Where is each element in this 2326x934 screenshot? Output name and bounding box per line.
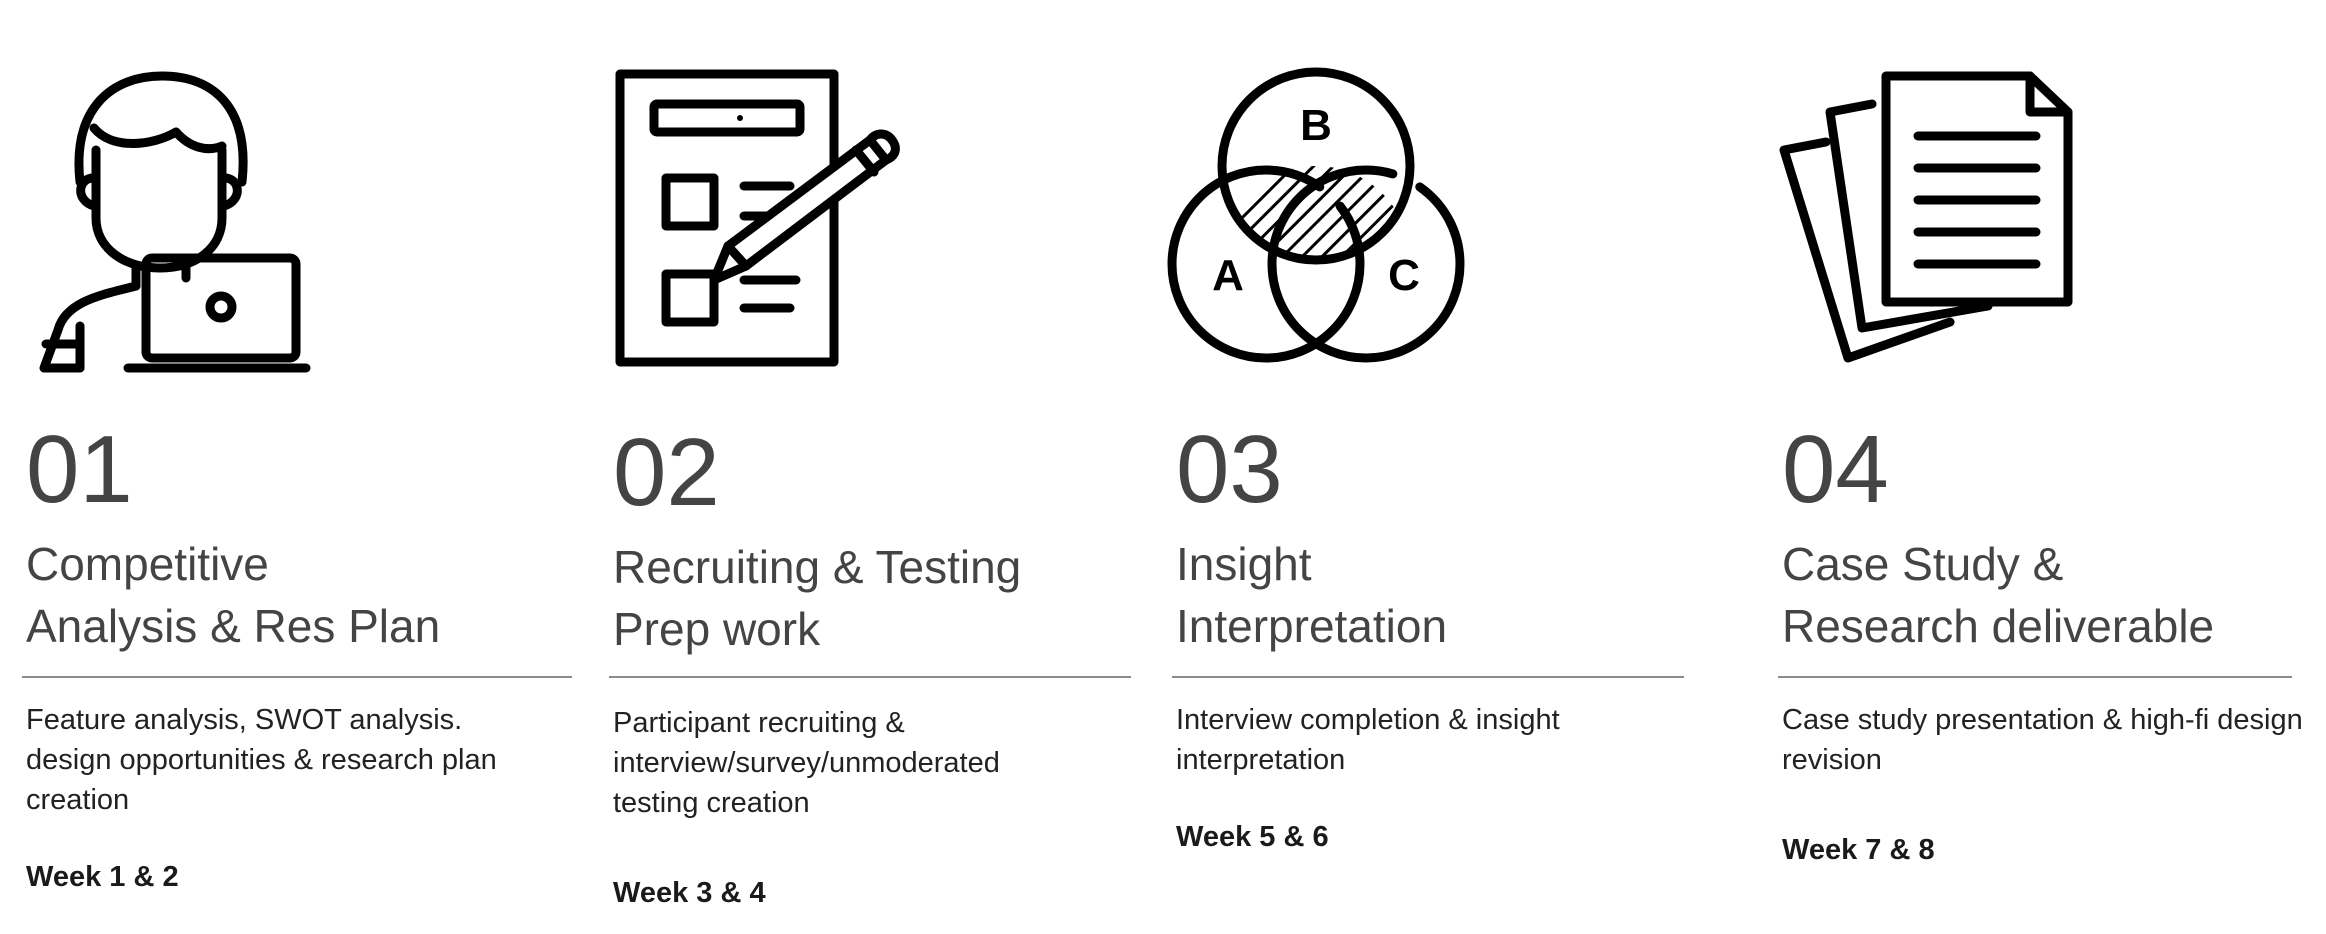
step-description-line: interview/survey/unmoderated [613,747,1000,779]
researcher-laptop-icon [36,68,316,378]
step-title-line: Research deliverable [1782,600,2215,652]
step-number: 01 [26,416,133,523]
venn-label-c: C [1388,251,1420,300]
step-title: Recruiting & Testing Prep work [613,536,1021,660]
step-week: Week 3 & 4 [613,877,766,909]
step-title-line: Insight [1176,538,1312,590]
divider [22,676,572,678]
step-description: Interview completion & insight interpret… [1176,700,1560,780]
step-week: Week 7 & 8 [1782,834,1935,866]
venn-label-a: A [1212,251,1244,300]
divider [1778,676,2292,678]
divider [609,676,1131,678]
step-title-line: Analysis & Res Plan [26,600,441,652]
step-title-line: Prep work [613,603,821,655]
checklist-pencil-icon [614,68,904,368]
step-title: Insight Interpretation [1176,533,1447,657]
step-week: Week 5 & 6 [1176,821,1329,853]
step-title-line: Interpretation [1176,600,1448,652]
documents-stack-icon [1778,70,2078,370]
step-description-line: revision [1782,744,1882,776]
step-number: 03 [1176,416,1283,523]
venn-label-b: B [1300,101,1332,150]
venn-diagram-icon: B A C [1167,67,1470,370]
step-description-line: design opportunities & research plan [26,744,497,776]
step-title-line: Case Study & [1782,538,2064,590]
step-title: Case Study & Research deliverable [1782,533,2214,657]
step-number: 04 [1782,416,1889,523]
step-description-line: Interview completion & insight [1176,704,1560,736]
step-number: 02 [613,419,720,526]
step-description: Feature analysis, SWOT analysis. design … [26,700,497,820]
step-description-line: creation [26,784,130,816]
step-title: Competitive Analysis & Res Plan [26,533,440,657]
divider [1172,676,1684,678]
step-title-line: Recruiting & Testing [613,541,1022,593]
step-description-line: Case study presentation & high-fi design [1782,704,2303,736]
step-description-line: Feature analysis, SWOT analysis. [26,704,463,736]
step-title-line: Competitive [26,538,269,590]
step-description: Participant recruiting & interview/surve… [613,703,1000,823]
step-description-line: Participant recruiting & [613,707,905,739]
step-description: Case study presentation & high-fi design… [1782,700,2303,780]
step-description-line: interpretation [1176,744,1346,776]
step-description-line: testing creation [613,787,810,819]
step-week: Week 1 & 2 [26,861,179,893]
